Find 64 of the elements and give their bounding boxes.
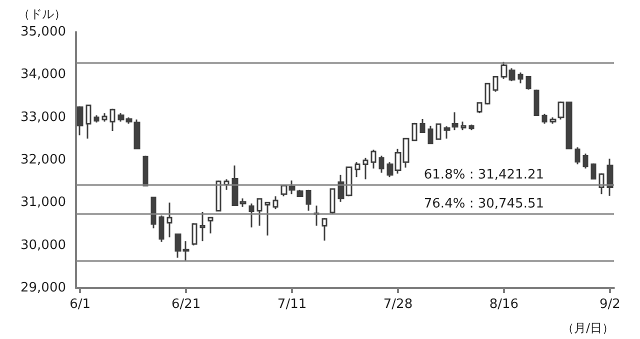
candlestick <box>200 211 206 242</box>
candlestick <box>476 102 482 114</box>
candlestick <box>492 76 498 92</box>
candlestick <box>378 154 384 174</box>
candlestick <box>444 126 450 140</box>
candlestick <box>354 161 360 178</box>
x-tick-label: 8/16 <box>489 297 519 312</box>
candlestick <box>272 196 278 210</box>
candlestick <box>452 111 458 131</box>
candlestick <box>264 202 270 236</box>
candlestick <box>412 122 418 142</box>
candlestick <box>102 112 108 122</box>
candlestick <box>534 88 540 116</box>
ref-line-label: 76.4% : 30,745.51 <box>424 196 544 212</box>
candlestick <box>248 202 254 228</box>
candlestick <box>322 217 328 242</box>
candlestick <box>582 152 588 170</box>
x-tick-label: 9/2 <box>599 297 620 312</box>
candlestick <box>460 120 466 131</box>
candlestick <box>428 125 434 145</box>
candlestick <box>256 198 262 226</box>
candlestick <box>296 189 304 198</box>
candlestick <box>542 113 548 124</box>
candlestick <box>606 158 614 197</box>
candlestick <box>468 124 474 131</box>
candlestick <box>142 154 148 186</box>
candlestick <box>598 172 604 195</box>
y-tick-label: 31,000 <box>20 195 66 210</box>
candlestick <box>420 118 426 134</box>
y-tick-label: 32,000 <box>20 152 66 168</box>
candlestick <box>362 157 368 180</box>
candlestick <box>330 188 336 215</box>
candlestick <box>574 146 580 166</box>
candlestick <box>306 189 312 212</box>
x-tick-label: 6/21 <box>171 297 201 312</box>
candlestick <box>76 105 84 136</box>
candlestick <box>484 82 490 106</box>
y-tick-label: 35,000 <box>20 24 66 40</box>
y-tick-label: 33,000 <box>20 110 66 125</box>
candlestick <box>166 202 172 238</box>
candlestick <box>94 114 100 124</box>
x-axis-title: （月/日） <box>562 321 614 335</box>
candlestick <box>208 216 214 234</box>
x-tick-label: 6/1 <box>70 297 91 312</box>
candlestick <box>158 214 164 243</box>
candlestick <box>370 149 376 170</box>
y-tick-label: 30,000 <box>20 238 66 253</box>
candlestick <box>224 178 230 191</box>
x-tick-label: 7/11 <box>277 297 307 312</box>
candlestick <box>436 122 442 140</box>
candlestick <box>550 116 556 124</box>
candlestick <box>192 222 198 246</box>
candlestick <box>150 196 156 230</box>
candlestick <box>590 162 596 180</box>
candlestick <box>216 180 222 212</box>
candlestick <box>110 108 116 132</box>
x-tick-label: 7/28 <box>383 297 413 312</box>
y-axis-title: （ドル） <box>18 7 66 21</box>
ref-line-label: 61.8% : 31,421.21 <box>424 168 544 183</box>
candlestick <box>86 104 92 140</box>
candlestick <box>526 75 532 90</box>
y-tick-label: 29,000 <box>20 280 66 296</box>
candlestick <box>518 72 524 84</box>
y-tick-label: 34,000 <box>20 67 66 82</box>
